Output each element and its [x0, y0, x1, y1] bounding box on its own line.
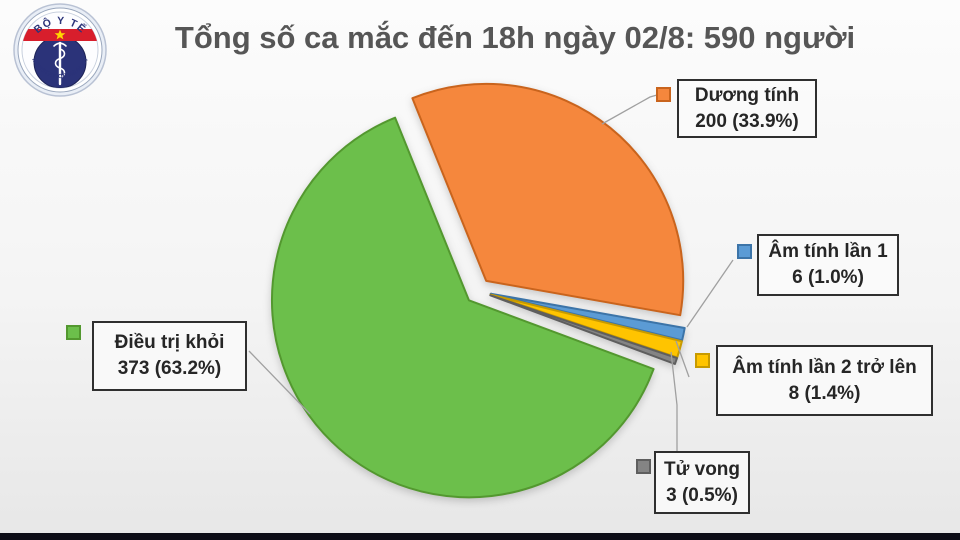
- callout-dieu-tri-khoi: Điều trị khỏi 373 (63.2%): [92, 321, 247, 391]
- callout-name: Điều trị khỏi: [114, 332, 225, 353]
- legend-marker-am-tinh-lan-1: [737, 244, 752, 259]
- leader-line-dieu-tri-khoi: [248, 350, 311, 415]
- pie-slice-1: [489, 292, 686, 342]
- callout-value: 6 (1.0%): [792, 267, 864, 288]
- ministry-of-health-logo: BỘ Y TẾ MINISTRY OF HEALTH: [13, 3, 107, 97]
- callout-am-tinh-lan-1: Âm tính lần 1 6 (1.0%): [757, 234, 899, 296]
- logo-star-icon: [54, 29, 66, 40]
- callout-duong-tinh: Dương tính 200 (33.9%): [677, 79, 817, 138]
- legend-marker-dieu-tri-khoi: [66, 325, 81, 340]
- pie-slice-4: [270, 116, 655, 499]
- leader-line-am-tinh-lan-2: [675, 340, 690, 378]
- callout-value: 3 (0.5%): [666, 484, 738, 506]
- logo-staff-snake-icon: [53, 41, 67, 86]
- leader-line-am-tinh-lan-1: [686, 259, 734, 328]
- legend-marker-duong-tinh: [656, 87, 671, 102]
- callout-name: Âm tính lần 2 trở lên: [732, 356, 917, 378]
- callout-name: Âm tính lần 1: [768, 241, 888, 262]
- callout-am-tinh-lan-2: Âm tính lần 2 trở lên 8 (1.4%): [716, 345, 933, 416]
- leader-line-tu-vong: [670, 351, 678, 451]
- leader-line-duong-tinh: [601, 94, 658, 125]
- page-title: Tổng số ca mắc đến 18h ngày 02/8: 590 ng…: [174, 20, 856, 55]
- callout-value: 373 (63.2%): [117, 358, 222, 379]
- callout-tu-vong: Tử vong 3 (0.5%): [654, 451, 750, 514]
- legend-marker-tu-vong: [636, 459, 651, 474]
- pie-slices: [270, 82, 686, 499]
- callout-name: Tử vong: [663, 458, 741, 480]
- callout-name: Dương tính: [694, 84, 800, 106]
- callout-value: 8 (1.4%): [788, 382, 861, 404]
- bottom-bar: [0, 533, 960, 540]
- pie-slice-0: [411, 82, 685, 317]
- callout-value: 200 (33.9%): [695, 110, 799, 132]
- pie-slice-3: [489, 294, 678, 365]
- legend-marker-am-tinh-lan-2: [695, 353, 710, 368]
